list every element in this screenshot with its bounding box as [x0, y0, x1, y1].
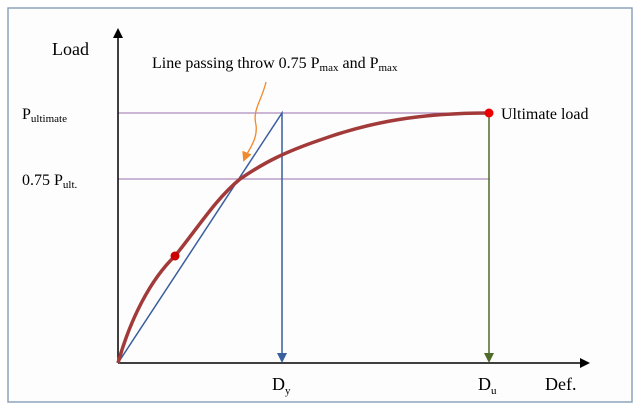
annotation-sub: max [379, 62, 398, 74]
y-axis-label: Load [52, 39, 89, 59]
x-mark-sub: y [285, 385, 291, 397]
frame [7, 7, 633, 403]
point-label: Ultimate load [501, 106, 589, 123]
ultimate-point [484, 108, 494, 118]
load-curve [116, 111, 490, 364]
level-sub: ult. [63, 179, 78, 191]
level-label: 0.75 Pult. [22, 172, 78, 191]
x-mark-sub: u [491, 385, 497, 397]
x-mark-label: Dy [272, 374, 291, 397]
annotation-text: and P [343, 55, 379, 72]
level-main: P [22, 106, 31, 123]
x-mark-label: Du [478, 374, 497, 397]
level-main: 0.75 P [22, 172, 63, 189]
x-mark-main: D [478, 374, 491, 394]
level-label: Pultimate [22, 106, 67, 125]
yield-line [117, 110, 287, 364]
annotation: Line passing throw 0.75 Pmax and Pmax [152, 55, 398, 74]
annotation-sub: max [320, 62, 339, 74]
curve-point [170, 251, 180, 261]
level-sub: ultimate [31, 113, 67, 125]
x-axis-label: Def. [545, 374, 576, 394]
annotation-text: Line passing throw 0.75 P [152, 55, 320, 72]
annotation-arrow [242, 81, 267, 162]
x-mark-main: D [272, 374, 285, 394]
